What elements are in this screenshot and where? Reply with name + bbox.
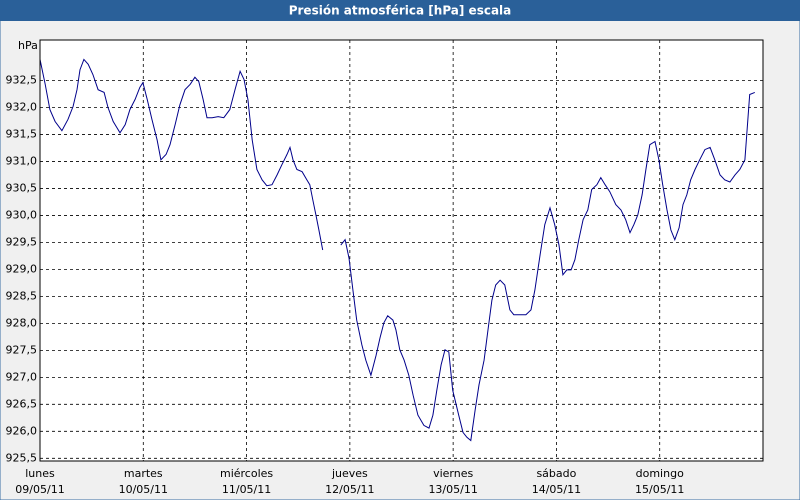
- y-tick-label: 926,0: [6, 424, 38, 437]
- x-tick-date: 13/05/11: [428, 483, 477, 496]
- x-tick-label: martes: [124, 467, 163, 480]
- x-tick-label: viernes: [433, 467, 473, 480]
- y-tick-label: 931,5: [6, 127, 38, 140]
- x-tick-date: 15/05/11: [635, 483, 684, 496]
- y-tick-label: 930,0: [6, 208, 38, 221]
- x-tick-date: 14/05/11: [532, 483, 581, 496]
- x-tick-date: 12/05/11: [325, 483, 374, 496]
- y-tick-label: 928,0: [6, 316, 38, 329]
- y-tick-label: 929,0: [6, 262, 38, 275]
- data-line: [39, 58, 755, 442]
- y-tick-label: 927,0: [6, 370, 38, 383]
- y-tick-label: 929,5: [6, 235, 38, 248]
- y-tick-label: 928,5: [6, 289, 38, 302]
- x-tick-label: miércoles: [220, 467, 273, 480]
- y-axis-label: hPa: [18, 39, 38, 52]
- y-tick-label: 927,5: [6, 343, 38, 356]
- plot-border: [39, 39, 764, 462]
- title-bar: [0, 0, 800, 21]
- y-tick-label: 925,5: [6, 451, 38, 464]
- x-tick-date: 11/05/11: [222, 483, 271, 496]
- y-tick-label: 932,0: [6, 100, 38, 113]
- y-tick-label: 932,5: [6, 73, 38, 86]
- x-tick-label: jueves: [331, 467, 368, 480]
- x-tick-label: lunes: [25, 467, 55, 480]
- plot-area: [39, 39, 764, 462]
- y-tick-label: 930,5: [6, 181, 38, 194]
- y-tick-label: 926,5: [6, 397, 38, 410]
- x-tick-label: domingo: [636, 467, 684, 480]
- chart-title: Presión atmosférica [hPa] escala: [289, 4, 512, 18]
- x-tick-date: 10/05/11: [119, 483, 168, 496]
- y-tick-label: 931,0: [6, 154, 38, 167]
- x-tick-date: 09/05/11: [15, 483, 64, 496]
- x-tick-label: sábado: [536, 467, 576, 480]
